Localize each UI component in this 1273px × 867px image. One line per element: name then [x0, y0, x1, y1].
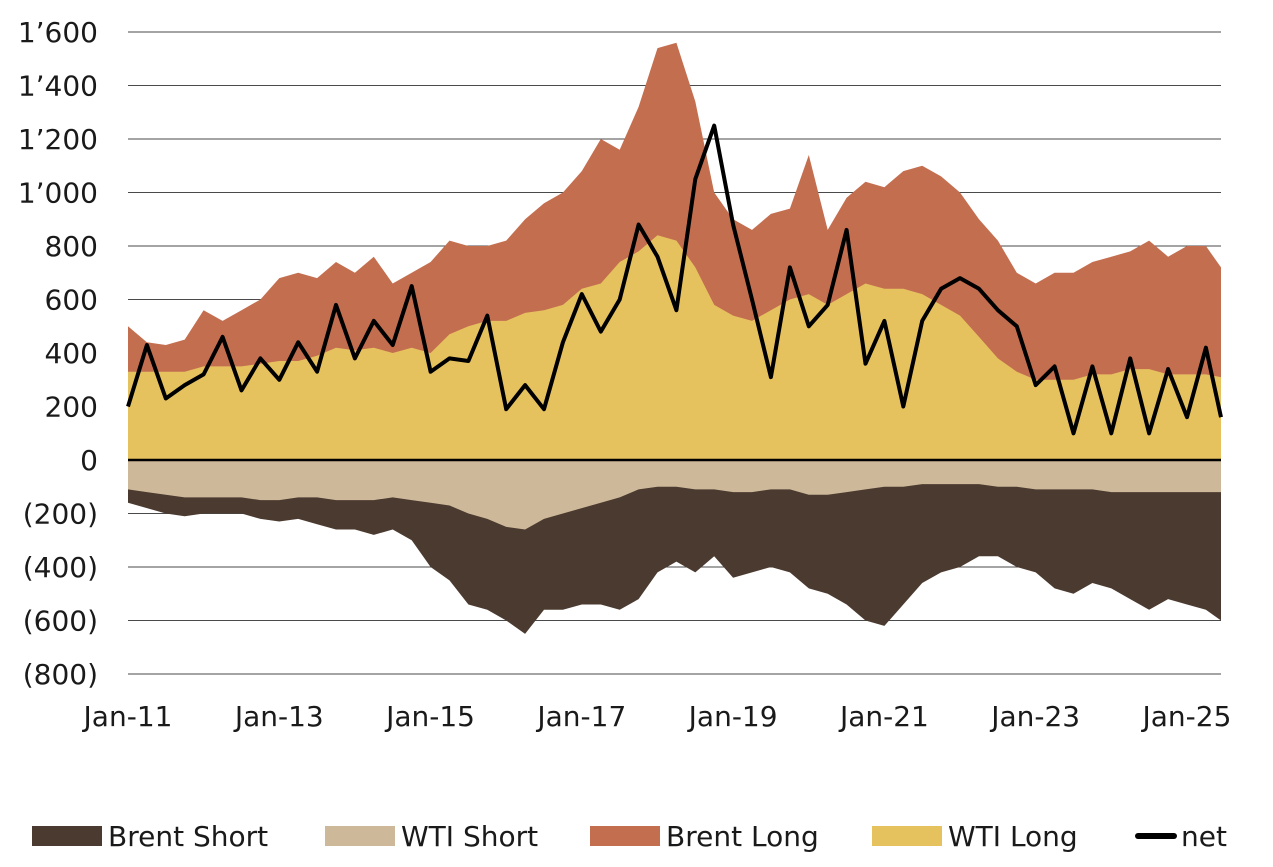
legend-label-wti-long: WTI Long [948, 819, 1078, 853]
legend-item-wti-long: WTI Long [872, 812, 1078, 860]
x-tick-label: Jan-17 [535, 700, 626, 733]
legend-label-net: net [1181, 819, 1227, 853]
legend-label-brent-short: Brent Short [108, 819, 269, 853]
x-tick-label: Jan-25 [1141, 700, 1232, 733]
x-tick-label: Jan-23 [989, 700, 1080, 733]
y-tick-label: (200) [23, 498, 98, 531]
y-tick-label: 800 [45, 230, 98, 263]
legend-swatch-brent-long [590, 826, 660, 846]
y-tick-label: (400) [23, 551, 98, 584]
y-tick-label: 600 [45, 284, 98, 317]
y-tick-label: 1’600 [18, 16, 98, 49]
x-tick-label: Jan-21 [838, 700, 929, 733]
legend-label-wti-short: WTI Short [401, 819, 539, 853]
plot-area: (800) (600) (400) (200) 0 200 400 600 800 1’000 1’… [18, 16, 1232, 733]
y-tick-label: 200 [45, 391, 98, 424]
x-tick-label: Jan-19 [687, 700, 778, 733]
y-tick-label: 1’200 [18, 123, 98, 156]
legend-item-wti-short: WTI Short [325, 812, 538, 860]
legend: Brent Short WTI Short Brent Long WTI Lon… [0, 812, 1273, 860]
area-wti-short [128, 460, 1221, 530]
area-brent-short [128, 460, 1221, 634]
legend-swatch-brent-short [32, 826, 102, 846]
x-tick-label: Jan-13 [233, 700, 324, 733]
legend-swatch-wti-long [872, 826, 942, 846]
y-tick-label: 400 [45, 337, 98, 370]
legend-label-brent-long: Brent Long [666, 819, 819, 853]
x-tick-label: Jan-15 [384, 700, 475, 733]
line-net [126, 123, 1223, 436]
legend-item-net: net [1135, 812, 1227, 860]
legend-item-brent-long: Brent Long [590, 812, 819, 860]
legend-swatch-net [1135, 833, 1177, 839]
legend-item-brent-short: Brent Short [32, 812, 268, 860]
y-tick-label: 1’400 [18, 70, 98, 103]
x-tick-label: Jan-11 [82, 700, 173, 733]
area-wti-long [128, 235, 1221, 460]
legend-swatch-wti-short [325, 826, 395, 846]
y-tick-label: (800) [23, 658, 98, 691]
y-tick-label: (600) [23, 605, 98, 638]
y-tick-label: 1’000 [18, 177, 98, 210]
y-tick-label: 0 [80, 444, 98, 477]
